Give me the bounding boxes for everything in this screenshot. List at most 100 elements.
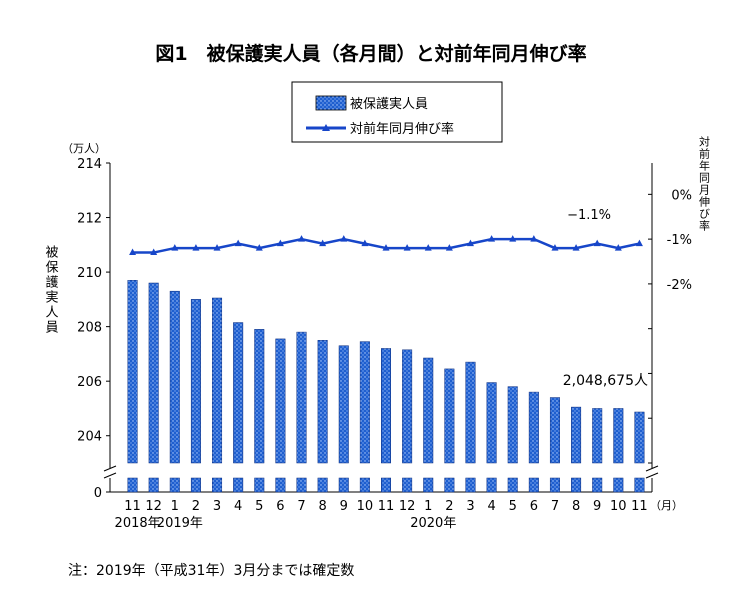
axis-break-left (103, 465, 117, 479)
x-tick-label: 2 (445, 499, 453, 514)
rate-point (614, 244, 622, 251)
bar-base (507, 477, 518, 493)
bar (148, 282, 159, 464)
rate-point (340, 235, 348, 242)
year-label: 2019年 (157, 516, 203, 531)
rate-point (530, 235, 538, 242)
bar (571, 406, 582, 464)
bar-base (212, 477, 223, 493)
x-tick-label: 1 (171, 499, 179, 514)
bar (296, 331, 307, 464)
rate-point (572, 244, 580, 251)
bar-base (296, 477, 307, 493)
left-axis-title: 被保護実人員 (43, 245, 59, 335)
right-axis-title: 対前年同月伸び率 (698, 135, 711, 232)
left-tick-label: 206 (77, 375, 102, 390)
bar-base (571, 477, 582, 493)
x-tick-label: 12 (145, 499, 162, 514)
x-tick-label: 9 (593, 499, 601, 514)
bar (444, 368, 455, 464)
year-label: 2020年 (410, 516, 456, 531)
x-tick-label: 4 (234, 499, 242, 514)
year-label: 2018年 (115, 516, 161, 531)
bar (465, 361, 476, 464)
bar-base (592, 477, 603, 493)
x-tick-label: 9 (340, 499, 348, 514)
left-axis-unit: （万人） (62, 142, 106, 155)
left-tick-label: 212 (77, 212, 102, 227)
rate-point (213, 244, 221, 251)
x-tick-label: 7 (551, 499, 559, 514)
x-tick-label: 12 (399, 499, 416, 514)
x-tick-label: 5 (509, 499, 517, 514)
footnote: 注：2019年（平成31年）3月分までは確定数 (68, 563, 355, 579)
legend: 被保護実人員 対前年同月伸び率 (291, 81, 503, 143)
bar-base (275, 477, 286, 493)
bar (275, 338, 286, 464)
rate-point (171, 244, 179, 251)
bar (381, 348, 391, 464)
rate-point (361, 239, 369, 247)
last-rate-annotation: −1.1% (567, 208, 611, 223)
rate-point (424, 244, 432, 251)
rate-point (319, 239, 327, 247)
bar (592, 408, 603, 464)
x-tick-label: 7 (297, 499, 305, 514)
x-tick-label: 6 (276, 499, 284, 514)
rate-point (445, 244, 453, 251)
bar-base (613, 477, 624, 493)
legend-line-marker (322, 124, 330, 131)
bar (190, 299, 201, 464)
bar (127, 280, 138, 464)
x-tick-label: 5 (255, 499, 263, 514)
rate-point (150, 248, 158, 256)
left-tick-label: 208 (77, 321, 102, 336)
x-tick-label: 3 (466, 499, 474, 514)
left-tick-label: 214 (77, 157, 102, 172)
bar-base (169, 477, 180, 493)
x-tick-label: 11 (631, 499, 648, 514)
bar (169, 290, 180, 464)
x-tick-label: 6 (530, 499, 538, 514)
axis-break-right (645, 465, 659, 479)
x-tick-label: 8 (572, 499, 580, 514)
x-axis-unit: （月） (650, 499, 683, 512)
rate-point (593, 239, 601, 247)
rate-point (276, 239, 284, 247)
x-tick-label: 10 (610, 499, 627, 514)
bar-base (444, 477, 455, 493)
bar (402, 349, 413, 464)
bar (486, 382, 497, 464)
legend-bar-swatch (315, 95, 347, 111)
bar-base (402, 477, 413, 493)
right-tick-label: -2% (667, 278, 692, 293)
rate-point (382, 244, 390, 251)
bar (528, 391, 539, 464)
bar-base (465, 477, 476, 493)
bar-base (127, 477, 138, 493)
bar-base (423, 477, 434, 493)
x-tick-label: 3 (213, 499, 221, 514)
left-tick-label: 210 (77, 266, 102, 281)
x-tick-label: 10 (357, 499, 374, 514)
legend-box (291, 81, 503, 143)
bar-base (338, 477, 349, 493)
left-tick-label: 0 (94, 486, 102, 501)
right-tick-label: 0% (671, 188, 692, 203)
bar (233, 322, 244, 464)
bar-base (233, 477, 244, 493)
x-tick-label: 8 (318, 499, 326, 514)
bar (317, 340, 328, 464)
bar (254, 329, 265, 464)
bar-base (486, 477, 497, 493)
x-tick-label: 1 (424, 499, 432, 514)
x-tick-label: 11 (124, 499, 141, 514)
x-tick-label: 4 (487, 499, 495, 514)
bar-base (634, 477, 645, 493)
left-tick-label: 204 (77, 430, 102, 445)
rate-point (234, 239, 242, 247)
bar (338, 345, 349, 464)
rate-point (298, 235, 306, 242)
bar (549, 397, 560, 464)
